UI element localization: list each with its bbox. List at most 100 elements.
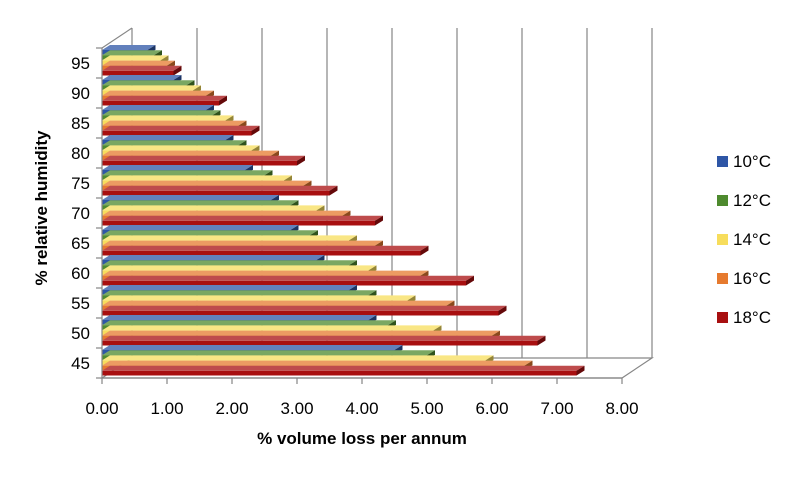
y-tick-label: 65 [71,234,90,253]
bar-18°C-80 [102,155,305,166]
bar-18°C-70 [102,215,383,226]
bar-top-face [102,55,169,61]
bar-18°C-60 [102,275,474,286]
bar-front-face [102,190,330,196]
bar-end-face [375,215,383,226]
legend-item: 14°C [717,230,771,249]
bar-top-face [102,300,455,306]
y-tick-label: 80 [71,144,90,163]
bar-18°C-65 [102,245,429,256]
bar-top-face [102,115,234,121]
bar-top-face [102,270,429,276]
bar-front-face [102,280,466,286]
bar-top-face [102,50,162,56]
bar-top-face [102,90,214,96]
bar-end-face [466,275,474,286]
bar-top-face [102,240,383,246]
bar-18°C-50 [102,335,546,346]
bar-top-face [102,275,474,281]
legend-swatch [717,312,728,323]
y-axis-title: % relative humidity [32,130,51,285]
bar-end-face [498,305,507,316]
bar-top-face [102,150,279,156]
bar-top-face [102,145,260,151]
bar-front-face [102,70,174,76]
y-tick-label: 95 [71,54,90,73]
y-tick-label: 70 [71,204,90,223]
bar-top-face [102,285,357,290]
bar-end-face [219,95,227,106]
bar-top-face [102,295,416,301]
bar-top-face [102,135,234,140]
legend-label: 16°C [733,269,771,288]
bar-top-face [102,85,201,91]
x-tick-label: 7.00 [540,399,573,418]
bar-top-face [102,185,338,191]
bar-top-face [102,230,318,236]
bar-top-face [102,365,585,371]
legend-swatch [717,234,728,245]
bar-top-face [102,350,435,356]
x-tick-label: 3.00 [280,399,313,418]
legend-label: 18°C [733,308,771,327]
y-tick-label: 55 [71,294,90,313]
bar-front-face [102,310,499,316]
bars [102,45,585,376]
x-tick-labels: 0.00 1.00 2.00 3.00 4.00 5.00 6.00 7.00 8.00 [85,399,638,418]
bar-top-face [102,45,156,50]
bar-end-face [329,185,338,196]
bar-top-face [102,165,253,170]
bar-top-face [102,215,383,221]
bar-top-face [102,305,507,311]
bar-front-face [102,250,421,256]
legend-item: 16°C [717,269,771,288]
x-tick-label: 0.00 [85,399,118,418]
bar-top-face [102,200,299,206]
bar-top-face [102,155,305,161]
bar-top-face [102,260,357,266]
bar-front-face [102,100,219,106]
legend-label: 10°C [733,152,771,171]
bar-front-face [102,160,297,166]
bar-top-face [102,235,357,241]
y-tick-label: 85 [71,114,90,133]
bar-top-face [102,315,377,320]
bar-18°C-55 [102,305,507,316]
bar-front-face [102,340,538,346]
x-tick-label: 6.00 [475,399,508,418]
bar-end-face [297,155,305,166]
bar-18°C-45 [102,365,585,376]
legend-swatch [717,195,728,206]
x-tick-label: 2.00 [215,399,248,418]
bar-top-face [102,170,273,176]
bar-top-face [102,175,292,181]
bar-end-face [251,125,260,136]
legend-swatch [717,273,728,284]
legend-item: 12°C [717,191,771,210]
bar-top-face [102,75,182,80]
bar-top-face [102,105,214,110]
bar-18°C-95 [102,65,182,76]
bar-top-face [102,335,546,341]
bar-top-face [102,225,299,230]
bar-top-face [102,330,500,336]
y-tick-label: 50 [71,324,90,343]
bar-top-face [102,140,247,146]
bar-18°C-90 [102,95,227,106]
bar-end-face [537,335,546,346]
legend-item: 18°C [717,308,771,327]
x-axis-title: % volume loss per annum [257,429,467,448]
y-axis-depth [101,27,133,49]
bar-top-face [102,290,377,296]
x-tick-label: 8.00 [605,399,638,418]
bar-top-face [102,95,227,101]
bar-top-face [102,125,260,131]
legend-label: 14°C [733,230,771,249]
bar-top-face [102,355,494,361]
y-tick-labels: 45 50 55 60 65 70 75 80 85 90 95 [71,54,90,373]
bar-top-face [102,245,429,251]
bar-top-face [102,210,351,216]
bar-top-face [102,195,279,200]
bar-end-face [173,65,182,76]
bar-top-face [102,205,325,211]
